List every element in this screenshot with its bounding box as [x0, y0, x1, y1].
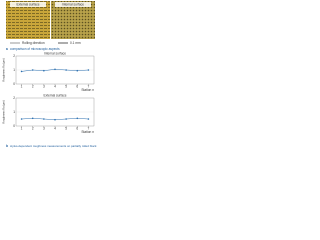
x-tick-label: 3	[43, 84, 45, 88]
chart-title: Internal surface	[44, 51, 66, 55]
data-point	[54, 68, 56, 71]
image-label: External surface	[16, 2, 39, 6]
x-tick-label: 7	[88, 84, 90, 88]
caption-letter: a	[6, 47, 8, 51]
internal-micrograph	[51, 1, 95, 39]
y-tick-label: 0	[13, 82, 15, 86]
data-point	[43, 69, 45, 72]
x-tick-label: 1	[21, 126, 23, 130]
x-axis-label: Station n	[81, 88, 94, 92]
data-point	[20, 70, 23, 73]
data-point	[43, 118, 45, 120]
x-tick-label: 5	[65, 126, 67, 130]
x-axis-label: Station n	[81, 130, 94, 134]
y-tick-label: 0	[13, 124, 15, 128]
caption: comparison of microscopic aspects	[10, 47, 60, 51]
direction-label: Rolling direction	[22, 41, 45, 45]
x-tick-label: 6	[76, 84, 78, 88]
figure: External surface Internal surface Rollin…	[2, 1, 97, 148]
y-tick-label: 2	[13, 54, 15, 58]
caption: stylus-dependent roughness measurements …	[10, 144, 97, 148]
y-tick-label: 1	[13, 68, 15, 72]
data-point	[65, 118, 67, 120]
data-point	[54, 118, 56, 121]
x-tick-label: 3	[43, 126, 45, 130]
page: {"panel_a":{"labels":["External surface"…	[0, 0, 100, 156]
label-bg	[55, 2, 91, 7]
x-tick-label: 4	[54, 84, 56, 88]
data-point	[31, 117, 34, 120]
x-tick-label: 7	[88, 126, 90, 130]
data-point	[76, 69, 79, 72]
y-tick-label: 2	[13, 96, 15, 100]
y-axis-label: Roughness Ra (µm)	[2, 100, 6, 123]
data-point	[87, 69, 90, 71]
caption-letter: b	[6, 144, 8, 148]
x-tick-label: 6	[76, 126, 78, 130]
data-point	[31, 69, 34, 71]
x-tick-label: 2	[32, 126, 34, 130]
x-tick-label: 2	[32, 84, 34, 88]
image-label: Internal surface	[62, 2, 84, 6]
data-point	[20, 118, 23, 120]
data-point	[65, 69, 67, 71]
data-point	[76, 117, 79, 120]
data-point	[87, 118, 90, 120]
external-micrograph	[6, 1, 50, 39]
chart-title: External surface	[43, 93, 66, 97]
scale-label: 0.1 mm	[70, 41, 81, 45]
x-tick-label: 4	[54, 126, 56, 130]
y-tick-label: 1	[13, 110, 15, 114]
x-tick-label: 5	[65, 84, 67, 88]
label-bg	[10, 2, 46, 7]
x-tick-label: 1	[21, 84, 23, 88]
y-axis-label: Roughness Ra (µm)	[2, 58, 6, 81]
